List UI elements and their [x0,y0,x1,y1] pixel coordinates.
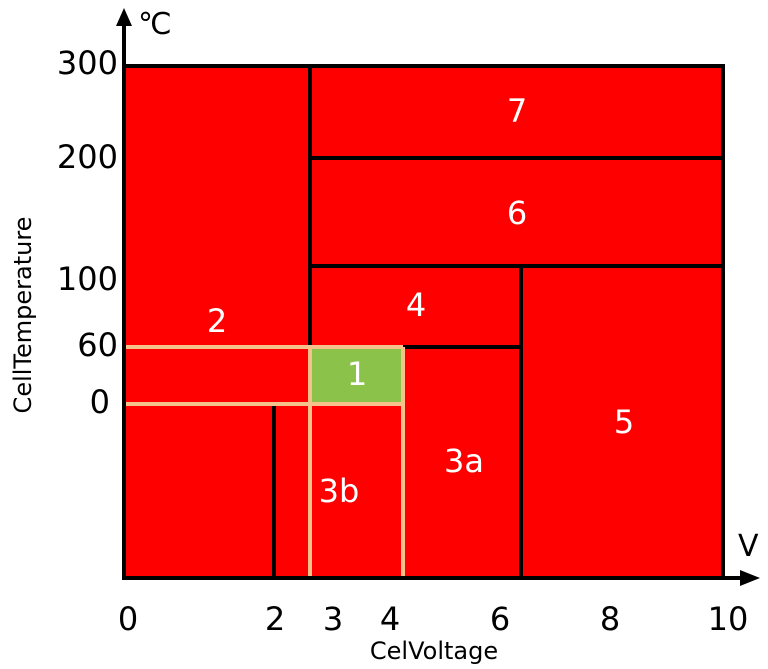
y-tick-200: 200 [57,138,118,176]
zone-5-label: 5 [614,403,634,441]
zone-1 [310,347,403,404]
y-tick-60: 60 [77,326,118,364]
x-tick-3: 3 [323,600,343,638]
zone-3a-label: 3a [444,442,484,480]
zone-5 [519,264,725,580]
y-tick-0: 0 [90,383,110,421]
axes [116,8,760,586]
x-axis-unit: V [738,529,759,564]
y-tick-300: 300 [57,44,118,82]
x-tick-0: 0 [118,600,138,638]
zone-4 [308,264,523,349]
x-tick-2: 2 [265,600,285,638]
x-axis-title: CelVoltage [370,637,498,665]
x-tick-4: 4 [380,600,400,638]
zone-2-lower [122,402,276,580]
x-tick-8: 8 [600,600,620,638]
y-tick-100: 100 [57,260,118,298]
x-axis-arrow-icon [740,570,760,586]
zone-6-label: 6 [507,194,527,232]
zone-4-label: 4 [406,286,426,324]
zone-7-label: 7 [507,92,527,130]
zone-1-label: 1 [347,355,367,393]
zones-layer [122,64,725,580]
zone-3b-label: 3b [319,472,360,510]
zone-2-upper [122,64,312,406]
zone-6 [308,156,725,268]
y-axis-unit: ℃ [138,7,172,42]
zone-2-label: 2 [207,302,227,340]
x-tick-6: 6 [490,600,510,638]
y-axis-arrow-icon [116,8,132,26]
x-tick-10: 10 [708,600,749,638]
safe-boundary-lines [124,345,405,578]
y-axis-title: CellTemperature [9,217,37,414]
